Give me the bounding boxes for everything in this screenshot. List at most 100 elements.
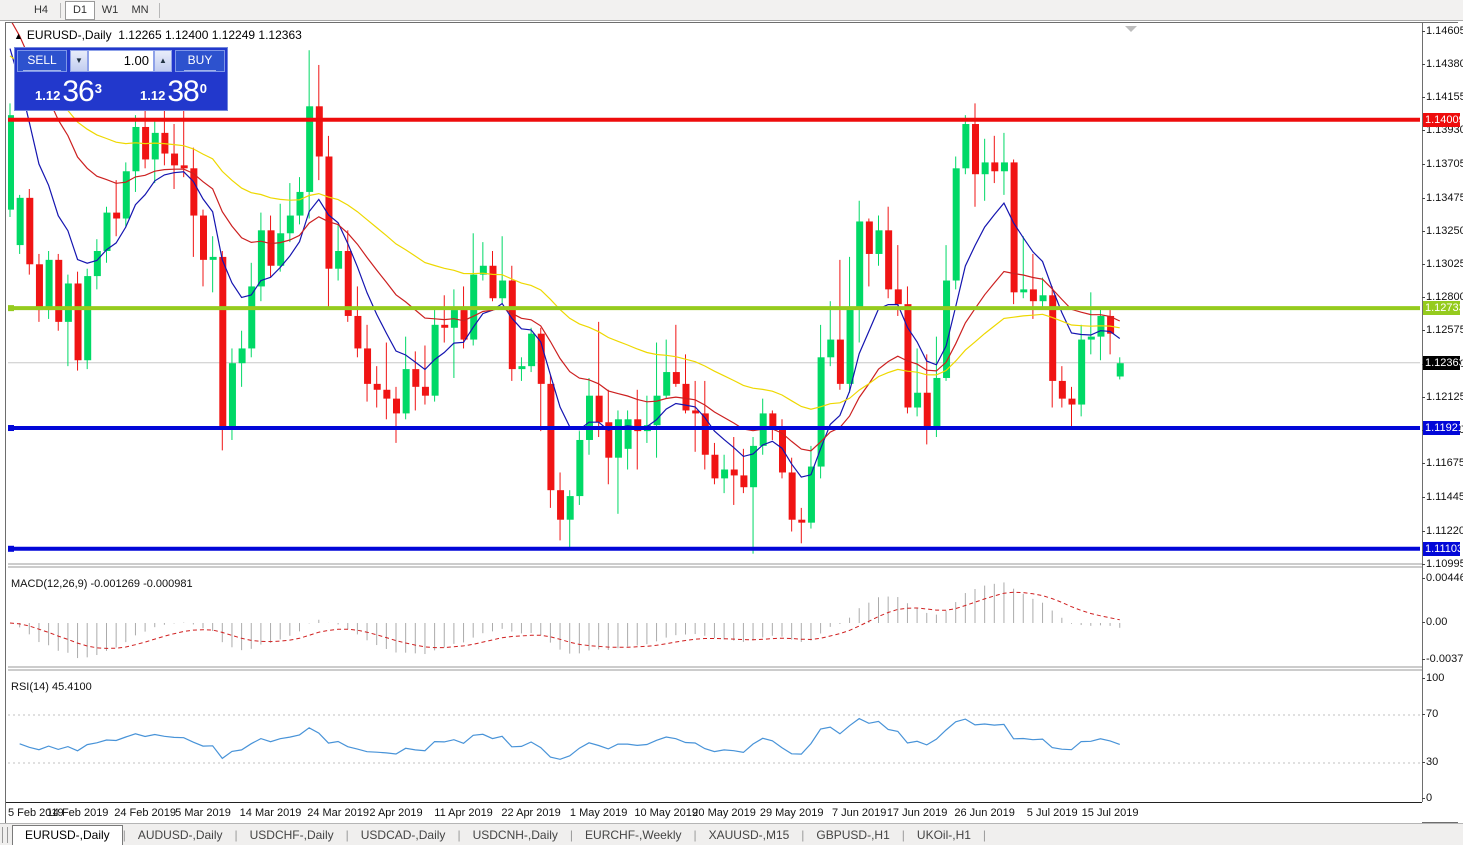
tabbar-grip[interactable] [2, 827, 8, 843]
axis-tick-label: 1.11675 [1422, 457, 1463, 470]
chart-tab-usdchf[interactable]: USDCHF-,Daily [249, 828, 334, 842]
chart-tab-eurusd[interactable]: EURUSD-,Daily [12, 825, 123, 845]
tab-separator: | [901, 828, 905, 842]
axis-tick-label: 1.14605 [1422, 25, 1463, 37]
axis-tick-label: 30 [1421, 756, 1439, 768]
timeframe-button-d1[interactable]: D1 [65, 0, 95, 20]
ma-slow-line [9, 55, 1120, 410]
chart-window: ▲ EURUSD-,Daily 1.12265 1.12400 1.12249 1… [5, 22, 1463, 823]
axis-tick-label: 1.12800 [1422, 291, 1463, 303]
tab-separator: | [801, 828, 805, 842]
price-tag: 1.14009 [1423, 112, 1463, 127]
date-label: 17 Jun 2019 [886, 807, 948, 819]
tab-separator: | [457, 828, 461, 842]
date-label: 24 Feb 2019 [114, 807, 176, 819]
chart-tab-bar: EURUSD-,Daily | AUDUSD-,Daily | USDCHF-,Dail… [0, 823, 1463, 845]
axis-tick-label: 1.13705 [1422, 158, 1463, 170]
price-tag: 1.12363 [1423, 355, 1463, 370]
axis-tick-label: 1.13250 [1422, 225, 1463, 237]
chart-header: ▲ EURUSD-,Daily 1.12265 1.12400 1.12249 1… [14, 28, 302, 42]
date-label: 2 Apr 2019 [369, 807, 423, 819]
timeframe-button-mn[interactable]: MN [131, 4, 149, 16]
date-label: 5 Jul 2019 [1026, 807, 1078, 819]
price-axis[interactable]: 1.14605 1.14380 1.14155 1.13930 1.13705 1.134… [1421, 23, 1463, 804]
chart-ohlc-values: 1.12265 1.12400 1.12249 1.12363 [118, 28, 302, 42]
axis-tick-label: 1.13025 [1422, 258, 1463, 270]
axis-tick-label: 1.11220 [1422, 524, 1463, 537]
axis-tick-label: 1.13475 [1422, 192, 1463, 204]
macd-histogram [19, 582, 1121, 659]
chart-tab-usdcad[interactable]: USDCAD-,Daily [360, 828, 446, 842]
date-label: 7 Jun 2019 [831, 807, 887, 819]
tab-separator: | [569, 828, 574, 842]
macd-indicator-label: MACD(12,26,9) -0.001269 -0.000981 [11, 578, 193, 590]
axis-tick-label: 1.12125 [1422, 391, 1463, 403]
tab-separator: | [345, 828, 349, 842]
line-handle[interactable] [8, 545, 14, 552]
volume-input[interactable]: 1.00 [88, 50, 154, 72]
buy-price-display[interactable]: 1.12 38 0 [140, 75, 207, 108]
chart-title: EURUSD-,Daily [26, 28, 112, 42]
axis-tick-label: 100 [1421, 672, 1445, 684]
date-label: 5 Mar 2019 [175, 807, 231, 819]
buy-button[interactable]: BUY [175, 50, 225, 72]
line-handle[interactable] [8, 425, 14, 432]
tab-separator: | [693, 828, 697, 842]
timeframe-toolbar: H4 D1 W1 MN [0, 0, 1463, 21]
axis-tick-label: 0.00 [1421, 616, 1448, 628]
chart-tab-eurchf[interactable]: EURCHF-,Weekly [585, 828, 682, 842]
rsi-indicator-label: RSI(14) 45.4100 [11, 681, 92, 693]
one-click-trade-panel: SELL ▼ 1.00 ▲ BUY 1.12 36 3 1.12 38 0 [14, 47, 228, 111]
axis-tick-label: 0.004465 [1422, 572, 1463, 584]
date-label: 26 Jun 2019 [954, 807, 1015, 819]
date-label: 22 Apr 2019 [501, 807, 561, 819]
price-tag: 1.11921 [1423, 421, 1463, 436]
candles [8, 50, 1124, 554]
volume-decrease-button[interactable]: ▼ [70, 50, 88, 72]
ma-mid-line [11, 23, 1121, 452]
date-label: 24 Mar 2019 [307, 807, 369, 819]
axis-tick-label: 70 [1421, 708, 1439, 720]
date-label: 1 May 2019 [569, 807, 628, 819]
collapse-panel-icon[interactable]: ▲ [14, 31, 23, 41]
axis-tick-label: 0 [1421, 792, 1433, 804]
axis-tick-label: 1.14155 [1422, 91, 1463, 103]
axis-tick-label: 1.12575 [1422, 324, 1463, 336]
date-axis[interactable]: 5 Feb 2019 14 Feb 2019 24 Feb 2019 5 Mar 20… [6, 802, 1422, 823]
macd-signal-line [9, 591, 1120, 649]
timeframe-button-w1[interactable]: W1 [101, 4, 119, 16]
chart-tab-xauusd[interactable]: XAUUSD-,M15 [708, 828, 790, 842]
date-label: 10 May 2019 [634, 807, 698, 819]
axis-tick-label: 1.14380 [1422, 58, 1463, 70]
volume-increase-button[interactable]: ▲ [154, 50, 172, 72]
price-tag: 1.11103 [1423, 541, 1463, 556]
chart-tab-usdcnh[interactable]: USDCNH-,Daily [472, 828, 558, 842]
tab-separator: | [234, 828, 238, 842]
sell-price-display[interactable]: 1.12 36 3 [35, 75, 102, 108]
price-tag: 1.12733 [1423, 301, 1463, 316]
chart-tab-gbpusd[interactable]: GBPUSD-,H1 [816, 828, 890, 842]
sell-button[interactable]: SELL [17, 50, 67, 72]
axis-tick-label: 1.11445 [1422, 491, 1463, 504]
chart-shift-marker-icon[interactable] [1125, 26, 1137, 32]
date-label: 20 May 2019 [692, 807, 756, 819]
date-label: 14 Feb 2019 [46, 807, 109, 819]
date-label: 5 Feb 2019 [8, 807, 64, 819]
line-handle[interactable] [8, 305, 14, 312]
date-label: 29 May 2019 [759, 807, 824, 819]
date-label: 14 Mar 2019 [239, 807, 302, 819]
date-label: 15 Jul 2019 [1081, 807, 1139, 819]
chart-tab-audusd[interactable]: AUDUSD-,Daily [137, 828, 223, 842]
rsi-line [19, 717, 1120, 760]
timeframe-button-h4[interactable]: H4 [33, 4, 49, 16]
ma-fast-line [9, 48, 1121, 478]
tab-separator: | [982, 828, 987, 842]
chart-canvas[interactable] [8, 23, 1422, 823]
axis-tick-label: -0.003715 [1422, 653, 1463, 665]
axis-tick-label: 1.10995 [1422, 558, 1463, 570]
tab-separator: | [122, 828, 126, 842]
axis-tick-label: 1.13930 [1422, 124, 1463, 136]
chart-tab-ukoil[interactable]: UKOil-,H1 [916, 828, 971, 842]
date-label: 11 Apr 2019 [434, 807, 493, 819]
